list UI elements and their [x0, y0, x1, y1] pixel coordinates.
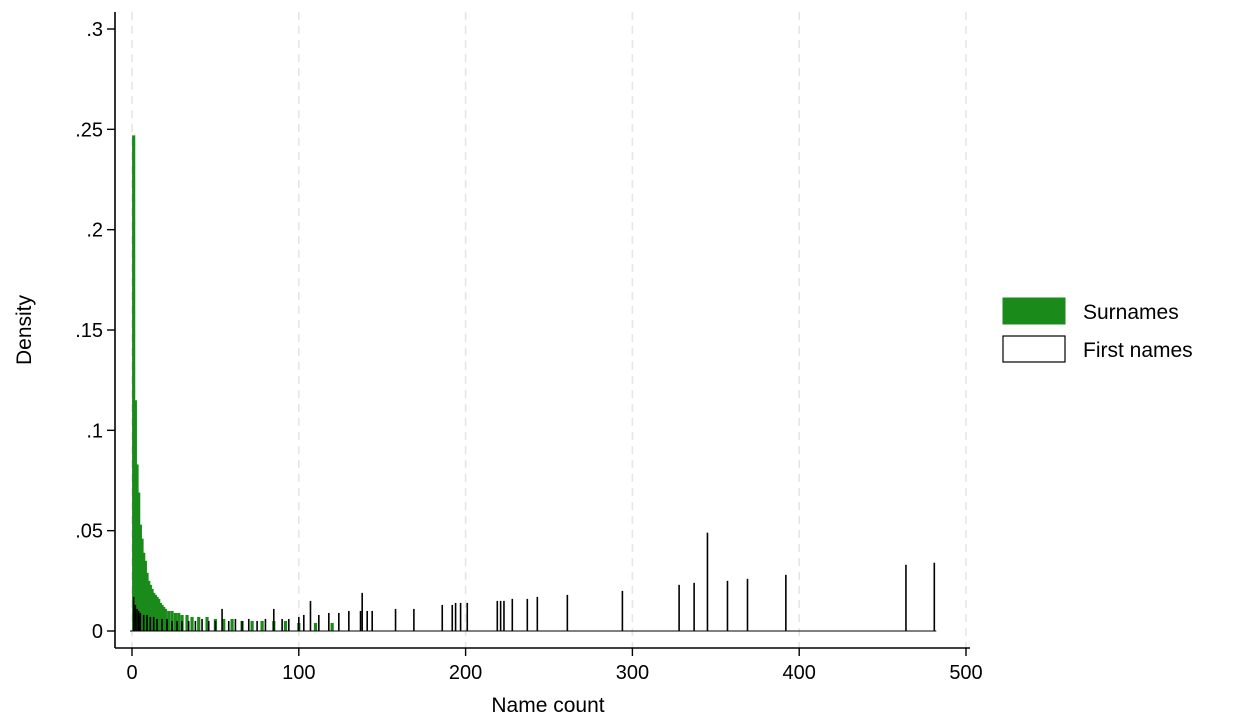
bar-surnames-38	[313, 622, 318, 631]
bar-surnames-7	[143, 560, 147, 631]
y-axis-title: Density	[13, 294, 36, 365]
bar-surnames-6	[142, 552, 146, 631]
bar-surnames-5	[140, 538, 144, 631]
y-tick-label-6: .3	[86, 19, 103, 41]
bar-surnames-31	[230, 618, 234, 631]
bar-surnames-8	[145, 572, 149, 631]
y-tick-label-5: .25	[75, 119, 103, 141]
bar-surnames-28	[205, 616, 209, 631]
x-tick-label-1: 100	[282, 662, 315, 684]
bar-surnames-27	[197, 616, 201, 631]
bar-surnames-13	[153, 594, 157, 631]
bar-surnames-14	[155, 596, 159, 631]
bar-surnames-25	[185, 614, 189, 631]
legend-swatch-surnames	[1002, 297, 1066, 325]
x-axis-title: Name count	[491, 694, 604, 717]
bar-surnames-34	[260, 620, 264, 631]
legend-label-surnames: Surnames	[1083, 301, 1179, 324]
legend: Surnames First names	[1002, 297, 1193, 363]
bar-surnames-18	[162, 606, 166, 631]
x-tick-label-4: 400	[783, 662, 816, 684]
bar-surnames-39	[330, 622, 334, 631]
bar-surnames-3	[137, 492, 141, 631]
bar-surnames-36	[283, 620, 288, 631]
bar-surnames-20	[167, 610, 171, 631]
bar-surnames-33	[250, 620, 254, 631]
y-tick-label-1: .05	[75, 521, 103, 543]
y-tick-label-2: .1	[86, 420, 103, 442]
bar-surnames-10	[148, 584, 152, 631]
x-tick-label-5: 500	[949, 662, 982, 684]
y-tick-label-3: .15	[75, 320, 103, 342]
gridlines	[131, 12, 967, 648]
legend-label-first-names: First names	[1083, 339, 1193, 362]
tick-labels: 0 100 200 300 400 500 0 .05 .1 .15 .2 .25 .3	[75, 19, 983, 684]
plot-area	[130, 135, 937, 632]
bar-surnames-23	[177, 612, 181, 631]
bar-surnames-16	[158, 602, 162, 631]
bar-surnames-11	[150, 588, 154, 631]
bar-surnames-15	[157, 598, 161, 631]
bar-surnames-2	[135, 464, 139, 631]
bar-surnames-1	[133, 400, 137, 631]
x-tick-label-0: 0	[126, 662, 137, 684]
bar-surnames-9	[147, 580, 151, 631]
y-tick-label-4: .2	[86, 220, 103, 242]
bar-surnames-26	[190, 616, 194, 631]
bar-surnames-19	[163, 608, 167, 631]
x-tick-label-2: 200	[449, 662, 482, 684]
legend-swatch-first-names	[1002, 335, 1066, 363]
x-tick-label-3: 300	[616, 662, 649, 684]
bar-surnames-0	[132, 135, 136, 631]
axes	[114, 12, 970, 649]
bar-surnames-22	[173, 612, 177, 631]
bar-surnames-17	[160, 604, 164, 631]
bar-surnames-30	[222, 618, 226, 631]
y-tick-label-0: 0	[92, 621, 103, 643]
bar-surnames-12	[152, 592, 156, 631]
bar-surnames-4	[138, 524, 142, 631]
